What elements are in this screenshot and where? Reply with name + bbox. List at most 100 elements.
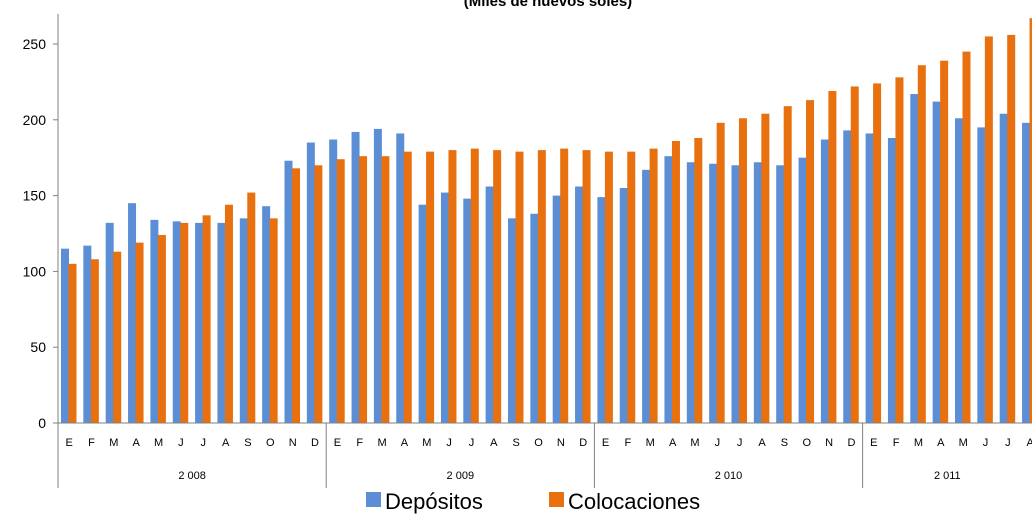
bar-depositos bbox=[485, 186, 494, 423]
bar-depositos bbox=[552, 195, 561, 423]
x-tick-label: A bbox=[401, 437, 409, 449]
bar-colocaciones bbox=[582, 150, 591, 423]
bar-depositos bbox=[955, 118, 963, 423]
x-tick-label: J bbox=[201, 437, 207, 449]
bar-colocaciones bbox=[895, 77, 904, 423]
x-tick-label: J bbox=[178, 437, 184, 449]
bar-depositos bbox=[575, 186, 584, 423]
bar-depositos bbox=[798, 157, 807, 423]
bar-depositos bbox=[1022, 122, 1031, 423]
bar-depositos bbox=[508, 218, 516, 423]
bar-colocaciones bbox=[224, 204, 233, 423]
bar-colocaciones bbox=[560, 148, 569, 423]
legend-swatch-depositos bbox=[366, 492, 381, 507]
bar-colocaciones bbox=[671, 141, 680, 423]
x-tick-label: A bbox=[937, 437, 945, 449]
legend: Depósitos Colocaciones bbox=[366, 489, 700, 514]
x-tick-label: D bbox=[847, 437, 855, 449]
x-tick-label: M bbox=[377, 437, 386, 449]
x-tick-label: M bbox=[959, 437, 968, 449]
x-tick-label: A bbox=[133, 437, 141, 449]
bar-colocaciones bbox=[426, 151, 435, 423]
year-group-label: 2 009 bbox=[447, 470, 475, 482]
x-tick-label: A bbox=[222, 437, 230, 449]
bar-depositos bbox=[463, 198, 472, 423]
legend-label-colocaciones: Colocaciones bbox=[568, 489, 700, 514]
bar-colocaciones bbox=[515, 151, 524, 423]
bar-colocaciones bbox=[1029, 18, 1032, 423]
x-tick-label: E bbox=[65, 437, 72, 449]
bar-depositos bbox=[843, 130, 852, 423]
bar-depositos bbox=[262, 206, 271, 423]
x-tick-label: J bbox=[469, 437, 475, 449]
bar-colocaciones bbox=[336, 159, 345, 423]
x-tick-label: D bbox=[311, 437, 319, 449]
x-tick-label: M bbox=[422, 437, 431, 449]
bar-depositos bbox=[910, 94, 919, 423]
bar-colocaciones bbox=[739, 118, 747, 423]
bar-depositos bbox=[597, 197, 606, 423]
legend-label-depositos: Depósitos bbox=[385, 489, 483, 514]
bar-colocaciones bbox=[604, 151, 613, 423]
chart-title: (Miles de nuevos soles) bbox=[464, 0, 632, 10]
bar-depositos bbox=[396, 133, 405, 423]
legend-swatch-colocaciones bbox=[549, 492, 564, 507]
bar-colocaciones bbox=[716, 122, 725, 423]
bar-colocaciones bbox=[403, 151, 412, 423]
bar-depositos bbox=[61, 248, 69, 423]
bar-depositos bbox=[217, 222, 226, 423]
bar-depositos bbox=[351, 131, 360, 423]
bar-colocaciones bbox=[873, 83, 882, 424]
bar-colocaciones bbox=[537, 150, 546, 423]
x-tick-label: N bbox=[289, 437, 297, 449]
bar-colocaciones bbox=[247, 192, 256, 423]
x-tick-label: O bbox=[802, 437, 811, 449]
x-tick-label: E bbox=[602, 437, 609, 449]
bar-depositos bbox=[329, 139, 338, 423]
bar-colocaciones bbox=[470, 148, 479, 423]
bar-depositos bbox=[865, 133, 874, 423]
x-tick-label: S bbox=[244, 437, 251, 449]
bar-colocaciones bbox=[828, 91, 837, 423]
bar-colocaciones bbox=[269, 218, 278, 423]
bars-group bbox=[61, 18, 1032, 424]
bar-depositos bbox=[709, 163, 718, 423]
bar-depositos bbox=[239, 218, 248, 423]
x-tick-label: M bbox=[646, 437, 655, 449]
axes-group: 0 50 100 150 200 250 E F M A M J J A S O N D E F M A M J J A S O N D E… bbox=[23, 14, 1032, 488]
bar-depositos bbox=[753, 162, 762, 423]
bar-depositos bbox=[530, 213, 539, 423]
bar-colocaciones bbox=[202, 215, 211, 423]
y-tick-label: 100 bbox=[23, 263, 47, 279]
bar-depositos bbox=[195, 222, 204, 423]
x-tick-label: F bbox=[88, 437, 95, 449]
bar-depositos bbox=[105, 222, 114, 423]
bar-colocaciones bbox=[135, 242, 144, 423]
x-tick-label: O bbox=[266, 437, 275, 449]
bar-depositos bbox=[150, 219, 159, 423]
x-tick-label: F bbox=[625, 437, 632, 449]
bar-depositos bbox=[776, 165, 785, 423]
bar-depositos bbox=[977, 127, 986, 423]
bar-colocaciones bbox=[90, 259, 99, 423]
bar-colocaciones bbox=[157, 235, 166, 423]
bar-colocaciones bbox=[381, 156, 390, 423]
bar-colocaciones bbox=[68, 263, 77, 423]
bar-depositos bbox=[306, 142, 315, 424]
x-tick-label: N bbox=[825, 437, 833, 449]
bar-colocaciones bbox=[783, 106, 792, 423]
x-tick-label: A bbox=[490, 437, 498, 449]
bar-colocaciones bbox=[850, 86, 859, 423]
bar-depositos bbox=[284, 160, 293, 424]
bar-depositos bbox=[999, 113, 1008, 424]
bar-colocaciones bbox=[962, 51, 971, 423]
bar-colocaciones bbox=[984, 36, 993, 424]
y-tick-label: 200 bbox=[23, 112, 47, 128]
x-tick-label: M bbox=[690, 437, 699, 449]
x-tick-label: N bbox=[557, 437, 565, 449]
bar-colocaciones bbox=[694, 137, 703, 424]
bar-colocaciones bbox=[292, 168, 300, 423]
bar-depositos bbox=[642, 169, 651, 423]
x-tick-label: D bbox=[579, 437, 587, 449]
